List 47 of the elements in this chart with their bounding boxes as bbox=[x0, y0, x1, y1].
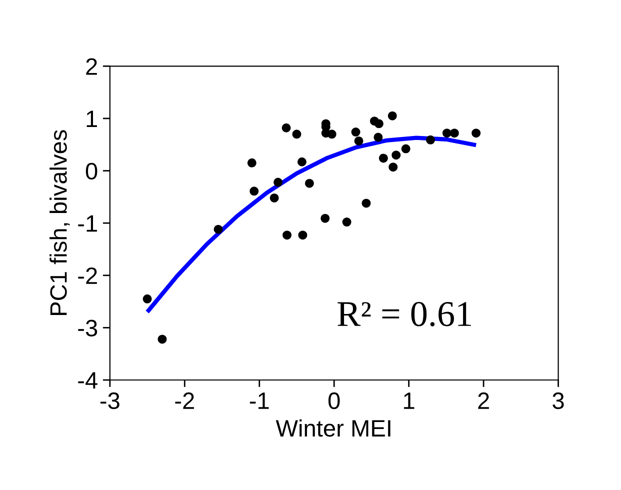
y-tick-label: -1 bbox=[78, 215, 97, 232]
point bbox=[392, 150, 401, 160]
point bbox=[298, 230, 308, 240]
point bbox=[388, 111, 397, 120]
y-tick-label: -3 bbox=[78, 320, 98, 336]
x-tick-label: 3 bbox=[552, 392, 564, 410]
y-tick-label: -2 bbox=[78, 267, 97, 284]
point bbox=[442, 128, 452, 138]
point bbox=[426, 135, 435, 144]
point bbox=[282, 123, 291, 132]
point bbox=[214, 224, 223, 234]
x-tick-label: 0 bbox=[328, 392, 340, 410]
point bbox=[374, 119, 384, 128]
point bbox=[158, 334, 167, 344]
point bbox=[450, 128, 459, 138]
y-axis-title: PC1 fish, bivalves bbox=[50, 130, 70, 315]
point bbox=[362, 198, 371, 208]
x-tick-label: -3 bbox=[100, 392, 120, 410]
point bbox=[292, 130, 302, 139]
point bbox=[320, 214, 330, 223]
y-tick-label: -4 bbox=[78, 372, 98, 389]
point bbox=[351, 128, 360, 137]
x-tick-label: -1 bbox=[250, 392, 269, 409]
point bbox=[142, 294, 152, 304]
point bbox=[472, 128, 481, 138]
point bbox=[327, 130, 336, 139]
point bbox=[342, 218, 352, 227]
point bbox=[274, 178, 283, 187]
x-tick-label: -2 bbox=[175, 392, 194, 409]
point bbox=[304, 178, 314, 188]
point bbox=[378, 154, 388, 163]
annotation: R² = 0.61 bbox=[338, 302, 471, 326]
point bbox=[374, 132, 383, 142]
point bbox=[354, 136, 364, 146]
point bbox=[388, 162, 398, 172]
y-tick-label: 1 bbox=[86, 110, 97, 128]
x-tick-label: 2 bbox=[478, 392, 489, 409]
x-tick-label: 1 bbox=[404, 392, 414, 409]
point bbox=[250, 186, 259, 196]
point bbox=[247, 158, 256, 168]
x-axis-title: Winter MEI bbox=[276, 419, 390, 437]
point bbox=[401, 144, 410, 154]
point bbox=[270, 193, 279, 202]
point bbox=[282, 230, 292, 240]
y-tick-label: 0 bbox=[86, 162, 98, 180]
point bbox=[297, 157, 306, 166]
y-tick-label: 2 bbox=[86, 58, 97, 75]
